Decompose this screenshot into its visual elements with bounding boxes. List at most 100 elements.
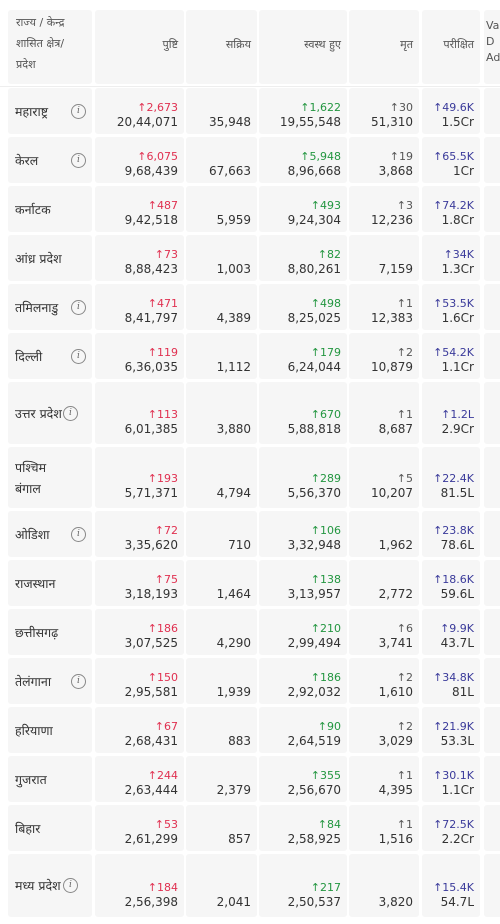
table-row[interactable]: ओडिशा i ↑72 3,35,620 710 ↑106 3,32,948 1,962 ↑23… (0, 511, 500, 560)
active-cell: 67,663 (186, 137, 257, 183)
recovered-delta: ↑138 (310, 573, 341, 586)
confirmed-delta: ↑73 (154, 248, 178, 261)
confirmed-delta: ↑6,075 (137, 150, 178, 163)
confirmed-cell: ↑53 2,61,299 (95, 805, 184, 851)
deceased-delta: ↑1 (396, 769, 413, 782)
tested-delta: ↑22.4K (433, 472, 474, 485)
info-icon[interactable]: i (63, 878, 78, 893)
active-value: 3,880 (216, 422, 251, 436)
confirmed-cell: ↑73 8,88,423 (95, 235, 184, 281)
state-name: आंध्र प्रदेश (15, 250, 62, 266)
recovered-value: 2,99,494 (287, 636, 341, 650)
confirmed-value: 3,07,525 (124, 636, 178, 650)
tested-delta: ↑30.1K (433, 769, 474, 782)
confirmed-cell: ↑186 3,07,525 (95, 609, 184, 655)
table-row[interactable]: बिहार ↑53 2,61,299 857 ↑84 2,58,925 ↑1 1,516 ↑72… (0, 805, 500, 854)
state-cell[interactable]: पश्चिम बंगाल (8, 447, 92, 508)
deceased-value: 3,820 (378, 895, 413, 909)
deceased-value: 3,029 (378, 734, 413, 748)
state-cell[interactable]: ओडिशा i (8, 511, 92, 557)
active-cell: 1,464 (186, 560, 257, 606)
table-row[interactable]: महाराष्ट्र i ↑2,673 20,44,071 35,948 ↑1,622 19… (0, 88, 500, 137)
deceased-value: 3,741 (378, 636, 413, 650)
state-cell[interactable]: आंध्र प्रदेश (8, 235, 92, 281)
state-cell[interactable]: उत्तर प्रदेश i (8, 382, 92, 444)
header-active[interactable]: सक्रिय (186, 10, 257, 84)
state-cell[interactable]: तमिलनाडु i (8, 284, 92, 330)
header-confirmed[interactable]: पुष्टि (95, 10, 184, 84)
deceased-cell: ↑1 4,395 (349, 756, 419, 802)
confirmed-value: 8,88,423 (124, 262, 178, 276)
tested-cell: ↑21.9K 53.3L (422, 707, 480, 753)
state-cell[interactable]: छत्तीसगढ़ (8, 609, 92, 655)
state-cell[interactable]: कर्नाटक (8, 186, 92, 232)
confirmed-delta: ↑75 (154, 573, 178, 586)
header-vaccinated-cut[interactable]: Va D Ad (484, 10, 500, 84)
active-cell: 883 (186, 707, 257, 753)
state-cell[interactable]: गुजरात (8, 756, 92, 802)
table-row[interactable]: पश्चिम बंगाल ↑193 5,71,371 4,794 ↑289 5,56,37… (0, 447, 500, 511)
vaccinated-cell (484, 560, 500, 606)
recovered-delta: ↑355 (310, 769, 341, 782)
header-state[interactable]: राज्य / केन्द्र शासित क्षेत्र/ प्रदेश (8, 10, 92, 84)
info-icon[interactable]: i (71, 103, 86, 119)
state-cell[interactable]: दिल्ली i (8, 333, 92, 379)
table-row[interactable]: मध्य प्रदेश i ↑184 2,56,398 2,041 ↑217 2,50,53… (0, 854, 500, 920)
deceased-cell: 2,772 (349, 560, 419, 606)
active-value: 1,003 (216, 262, 251, 276)
vaccinated-cell (484, 284, 500, 330)
table-row[interactable]: राजस्थान ↑75 3,18,193 1,464 ↑138 3,13,957 2,77… (0, 560, 500, 609)
deceased-cell: ↑30 51,310 (349, 88, 419, 134)
active-value: 2,041 (216, 895, 251, 909)
recovered-delta: ↑289 (310, 472, 341, 485)
recovered-cell: ↑498 8,25,025 (259, 284, 347, 330)
info-icon[interactable]: i (71, 673, 86, 689)
state-cell[interactable]: केरल i (8, 137, 92, 183)
table-row[interactable]: उत्तर प्रदेश i ↑113 6,01,385 3,880 ↑670 5,88,8… (0, 382, 500, 447)
tested-cell: ↑1.2L 2.9Cr (422, 382, 480, 444)
info-icon[interactable]: i (71, 152, 86, 168)
state-cell[interactable]: तेलंगाना i (8, 658, 92, 704)
table-row[interactable]: आंध्र प्रदेश ↑73 8,88,423 1,003 ↑82 8,80,261 7… (0, 235, 500, 284)
vaccinated-cell (484, 186, 500, 232)
state-name: हरियाणा (15, 722, 53, 738)
table-row[interactable]: छत्तीसगढ़ ↑186 3,07,525 4,290 ↑210 2,99,494 ↑6… (0, 609, 500, 658)
confirmed-delta: ↑150 (147, 671, 178, 684)
table-row[interactable]: तेलंगाना i ↑150 2,95,581 1,939 ↑186 2,92,032 ↑2… (0, 658, 500, 707)
state-name: राजस्थान (15, 575, 56, 591)
header-deceased[interactable]: मृत (349, 10, 419, 84)
info-icon[interactable]: i (71, 526, 86, 542)
tested-delta: ↑49.6K (433, 101, 474, 114)
active-cell: 2,041 (186, 854, 257, 917)
table-row[interactable]: केरल i ↑6,075 9,68,439 67,663 ↑5,948 8,96,668 ↑… (0, 137, 500, 186)
state-name: उत्तर प्रदेश (15, 405, 62, 421)
table-row[interactable]: गुजरात ↑244 2,63,444 2,379 ↑355 2,56,670 ↑1 4,3… (0, 756, 500, 805)
state-cell[interactable]: मध्य प्रदेश i (8, 854, 92, 917)
info-icon[interactable]: i (71, 299, 86, 315)
header-recovered[interactable]: स्वस्थ हुए (259, 10, 347, 84)
deceased-delta: ↑2 (396, 720, 413, 733)
info-icon[interactable]: i (71, 348, 86, 364)
confirmed-cell: ↑75 3,18,193 (95, 560, 184, 606)
state-cell[interactable]: हरियाणा (8, 707, 92, 753)
tested-value: 54.7L (440, 895, 474, 909)
deceased-delta: ↑1 (396, 408, 413, 421)
confirmed-cell: ↑67 2,68,431 (95, 707, 184, 753)
table-row[interactable]: दिल्ली i ↑119 6,36,035 1,112 ↑179 6,24,044 ↑2 10… (0, 333, 500, 382)
state-cell[interactable]: राजस्थान (8, 560, 92, 606)
table-row[interactable]: कर्नाटक ↑487 9,42,518 5,959 ↑493 9,24,304 ↑3 12… (0, 186, 500, 235)
recovered-delta: ↑106 (310, 524, 341, 537)
state-name: दिल्ली (15, 348, 43, 364)
state-cell[interactable]: महाराष्ट्र i (8, 88, 92, 134)
info-icon[interactable]: i (63, 405, 78, 421)
tested-delta: ↑65.5K (433, 150, 474, 163)
confirmed-delta: ↑244 (147, 769, 178, 782)
state-cell[interactable]: बिहार (8, 805, 92, 851)
tested-delta: ↑21.9K (433, 720, 474, 733)
header-tested[interactable]: परीक्षित (422, 10, 480, 84)
tested-delta: ↑9.9K (440, 622, 474, 635)
recovered-cell: ↑138 3,13,957 (259, 560, 347, 606)
table-row[interactable]: हरियाणा ↑67 2,68,431 883 ↑90 2,64,519 ↑2 3,029 ↑… (0, 707, 500, 756)
table-row[interactable]: तमिलनाडु i ↑471 8,41,797 4,389 ↑498 8,25,025 ↑1… (0, 284, 500, 333)
recovered-value: 3,32,948 (287, 538, 341, 552)
